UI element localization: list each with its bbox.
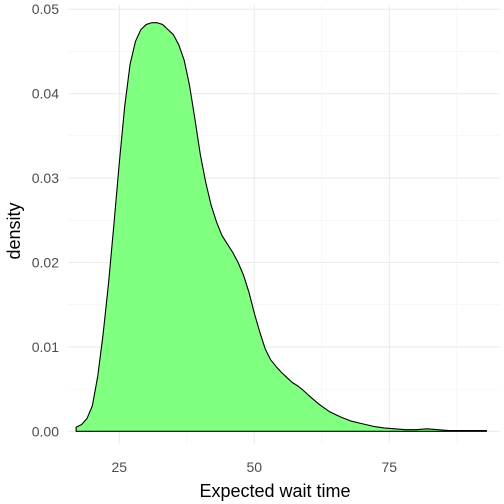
y-tick-label: 0.01 [32,339,59,355]
y-tick-label: 0.00 [32,423,59,439]
x-axis-tick-labels: 25 50 75 [112,459,398,475]
y-axis-title: density [4,202,24,259]
x-tick-label: 50 [247,459,263,475]
x-axis-title: Expected wait time [199,481,350,501]
y-tick-label: 0.05 [32,1,59,17]
y-tick-label: 0.04 [32,86,59,102]
y-tick-label: 0.02 [32,254,59,270]
x-tick-label: 25 [112,459,128,475]
density-area [75,22,488,432]
y-axis-tick-labels: 0.00 0.01 0.02 0.03 0.04 0.05 [32,1,59,439]
x-tick-label: 75 [382,459,398,475]
density-curve [75,22,488,432]
y-tick-label: 0.03 [32,170,59,186]
